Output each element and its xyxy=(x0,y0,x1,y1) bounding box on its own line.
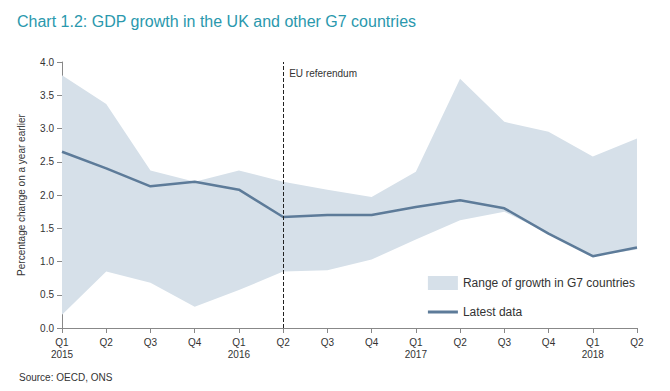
svg-text:Q4: Q4 xyxy=(188,337,202,348)
svg-text:1.0: 1.0 xyxy=(40,256,54,267)
svg-text:Q1: Q1 xyxy=(232,337,246,348)
svg-text:Q2: Q2 xyxy=(453,337,467,348)
svg-text:EU referendum: EU referendum xyxy=(289,68,357,79)
svg-text:Q4: Q4 xyxy=(542,337,556,348)
svg-text:Q2: Q2 xyxy=(100,337,114,348)
svg-text:2.0: 2.0 xyxy=(40,190,54,201)
svg-text:3.5: 3.5 xyxy=(40,90,54,101)
svg-text:2015: 2015 xyxy=(51,349,74,360)
svg-text:1.5: 1.5 xyxy=(40,223,54,234)
svg-text:2.5: 2.5 xyxy=(40,156,54,167)
svg-text:0.5: 0.5 xyxy=(40,289,54,300)
svg-text:Q3: Q3 xyxy=(321,337,335,348)
svg-text:4.0: 4.0 xyxy=(40,57,54,68)
svg-text:2018: 2018 xyxy=(582,349,605,360)
svg-text:Q1: Q1 xyxy=(409,337,423,348)
svg-text:Percentage change on a year ea: Percentage change on a year earlier xyxy=(16,113,27,275)
svg-text:Q1: Q1 xyxy=(55,337,69,348)
svg-text:Q3: Q3 xyxy=(498,337,512,348)
svg-text:3.0: 3.0 xyxy=(40,123,54,134)
svg-text:Q2: Q2 xyxy=(276,337,290,348)
svg-text:0.0: 0.0 xyxy=(40,323,54,334)
svg-text:Q2: Q2 xyxy=(630,337,644,348)
svg-text:Q3: Q3 xyxy=(144,337,158,348)
svg-text:Source: OECD, ONS: Source: OECD, ONS xyxy=(19,372,113,383)
svg-text:Q1: Q1 xyxy=(586,337,600,348)
svg-text:2016: 2016 xyxy=(228,349,251,360)
svg-text:Q4: Q4 xyxy=(365,337,379,348)
svg-text:Range of growth in G7 countrie: Range of growth in G7 countries xyxy=(463,276,635,290)
svg-text:2017: 2017 xyxy=(405,349,428,360)
svg-text:Latest data: Latest data xyxy=(463,305,523,319)
svg-text:Chart 1.2: GDP growth in the U: Chart 1.2: GDP growth in the UK and othe… xyxy=(17,13,416,30)
